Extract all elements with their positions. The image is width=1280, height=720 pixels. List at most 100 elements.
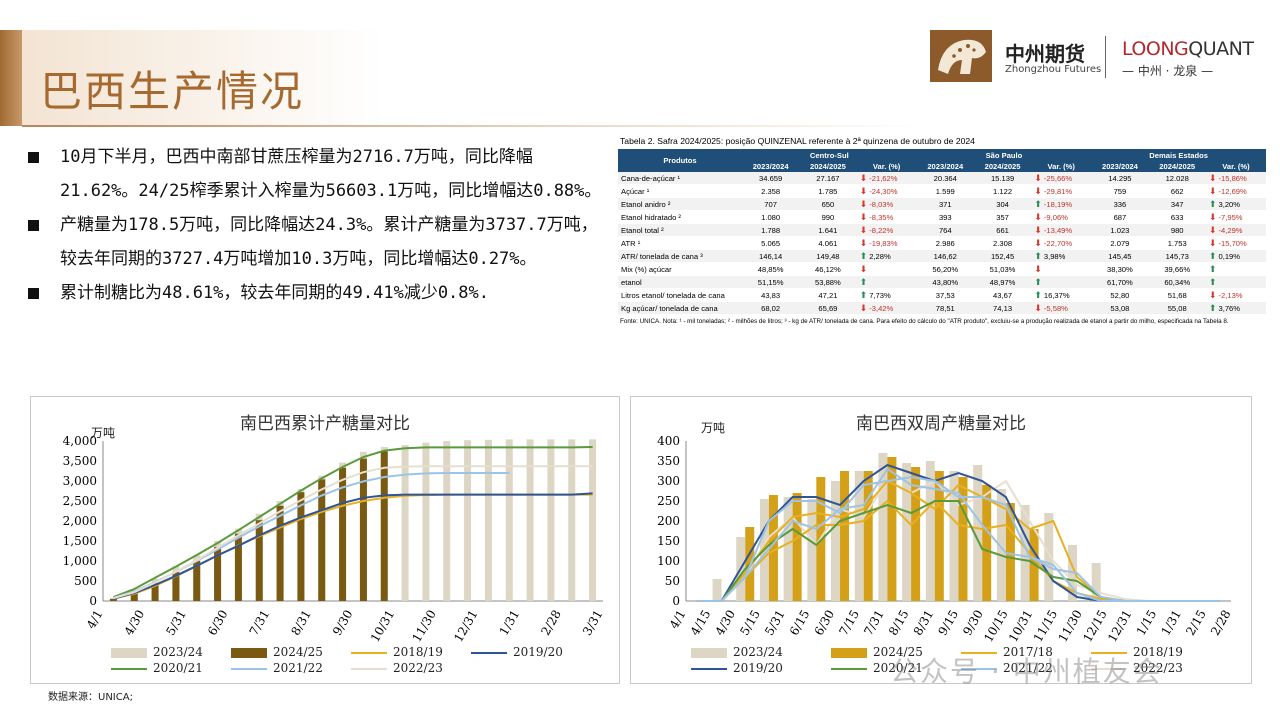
table-cell: 1.753 [1148,236,1206,250]
arrow-down-icon: ⬇ [1034,224,1042,235]
legend-label: 2019/20 [513,645,563,659]
table-row: etanol 51,15% 53,88% ⬆ 43,80% 48,97% ⬆ 61,70%… [618,275,1266,289]
bar-2024/25 [911,467,921,601]
bar-2024/25 [768,495,778,601]
table-cell: 759 [1091,184,1149,198]
table-row: Kg açúcar/ tonelada de cana 68,02 65,69 ⬇ -… [618,301,1266,315]
bullet-text: 10月下半月，巴西中南部甘蔗压榨量为2716.7万吨，同比降幅21.62%。24… [60,147,602,201]
legend-swatch [961,667,997,670]
x-tick-label: 3/31 [580,608,606,638]
bar-2023/24 [505,439,513,601]
bar-2024/25 [339,467,347,601]
table-cell: 55,08 [1148,301,1206,315]
leopard-logo-icon [930,30,992,82]
table-cell: 27.167 [799,172,857,185]
bar-2024/25 [234,533,242,601]
arrow-down-icon: ⬇ [1034,302,1042,313]
legend-item: 2022/23 [1091,661,1183,675]
x-tick-label: 1/15 [1134,608,1160,638]
bar-2024/25 [172,572,180,601]
chart-title: 南巴西双周产糖量对比 [856,414,1026,434]
legend-label: 2022/23 [1133,661,1183,675]
biweekly-chart-panel: 南巴西双周产糖量对比 万吨 0 50 100 150 200 250 300 350 400 4/… [630,396,1252,684]
group-header: Centro-Sul [742,149,917,161]
row-label: ATR/ tonelada de cana ³ [618,249,742,263]
table-cell: 4.061 [799,236,857,250]
x-tick-label: 7/15 [836,608,862,638]
var-cell: ⬇ -15,70% [1205,236,1266,250]
cumulative-chart-panel: 南巴西累计产糖量对比 万吨 0 500 1,000 1,500 2,000 2,500 3,… [30,396,620,684]
logo-divider [1105,36,1106,78]
table-cell: 48,97% [973,275,1032,289]
x-tick-label: 6/30 [205,608,231,638]
x-tick-label: 11/30 [1056,608,1085,645]
arrow-down-icon: ⬇ [1208,172,1217,183]
table-cell: 990 [799,210,857,224]
bullet-square-icon [28,288,39,299]
bar-2024/25 [151,583,159,601]
bar-2024/25 [840,471,850,601]
y-tick-label: 50 [665,574,680,588]
bullet-square-icon [28,152,39,163]
table-row: Cana-de-açúcar ¹ 34.659 27.167 ⬇ -21,62% 20.… [618,172,1266,185]
table-cell: 2.986 [916,236,974,250]
table-cell: 61,70% [1091,275,1149,289]
legend-item: 2018/19 [351,645,443,659]
bullet-text: 累计制糖比为48.61%，较去年同期的49.41%减少0.8%. [60,283,489,303]
arrow-down-icon: ⬇ [1208,224,1217,235]
table-cell: 43,83 [742,288,800,302]
legend-swatch [831,667,867,670]
legend-label: 2018/19 [1133,645,1183,659]
legend-item: 2022/23 [351,661,443,675]
bar-2024/25 [255,520,263,601]
y-tick-label: 1,500 [63,534,97,548]
x-tick-label: 11/30 [410,608,439,645]
bar-2024/25 [792,493,802,601]
loongquant-subtitle: — 中州 · 龙泉 — [1122,64,1214,78]
legend-swatch [471,651,507,654]
legend-item: 2019/20 [691,661,783,675]
line-2018/19 [113,493,593,600]
arrow-down-icon: ⬇ [1034,263,1042,274]
table-cell: 687 [1091,210,1149,224]
arrow-up-icon: ⬆ [1034,276,1042,287]
x-tick-label: 5/15 [737,608,763,638]
table-row: Açúcar ¹ 2.358 1.785 ⬇ -24,30% 1.599 1.122 ⬇ -… [618,184,1266,198]
bar-2023/24 [1091,563,1101,601]
chart-title: 南巴西累计产糖量对比 [240,414,410,434]
x-tick-label: 10/31 [368,608,397,645]
table-cell: 980 [1148,223,1206,237]
row-label: Açúcar ¹ [618,184,742,198]
var-cell: ⬇ -9,06% [1031,210,1092,224]
bar-2023/24 [902,463,912,601]
table-row: Etanol total ² 1.788 1.641 ⬇ -8,22% 764 661 ⬇ … [618,223,1266,237]
var-cell: ⬇ -29,81% [1031,184,1092,198]
y-tick-label: 0 [89,594,97,608]
table-cell: 14.295 [1091,172,1149,185]
table-cell: 5.065 [742,236,800,250]
company-logo: 中州期货 Zhongzhou Futures LOONGQUANT — 中州 ·… [930,30,1254,82]
line-2022/23 [113,465,593,600]
unica-table: Tabela 2. Safra 2024/2025: posição QUINZ… [618,136,1268,356]
chart-y-unit: 万吨 [701,421,726,435]
row-label: Mix (%) açúcar [618,262,742,276]
x-tick-label: 4/15 [688,608,714,638]
legend-label: 2018/19 [393,645,443,659]
var-cell: ⬇ -12,69% [1205,184,1266,198]
var-cell: ⬆ 16,37% [1031,288,1092,302]
x-tick-label: 1/31 [497,608,523,638]
var-cell: ⬆ 7,73% [856,288,917,302]
group-header: São Paulo [916,149,1092,161]
legend-item: 2020/21 [111,661,203,675]
table-cell: 393 [916,210,974,224]
bar-2024/25 [276,505,284,601]
legend-swatch [351,651,387,654]
var-cell: ⬆ [1031,275,1092,289]
bar-2023/24 [484,439,492,601]
bullet-item: 产糖量为178.5万吨，同比降幅达24.3%。累计产糖量为3737.7万吨，较去… [28,208,608,276]
table-cell: 1.641 [799,223,857,237]
line-2019/20 [113,492,593,600]
bar-2023/24 [1020,505,1030,601]
arrow-down-icon: ⬇ [859,263,868,274]
bar-2024/25 [109,599,117,601]
